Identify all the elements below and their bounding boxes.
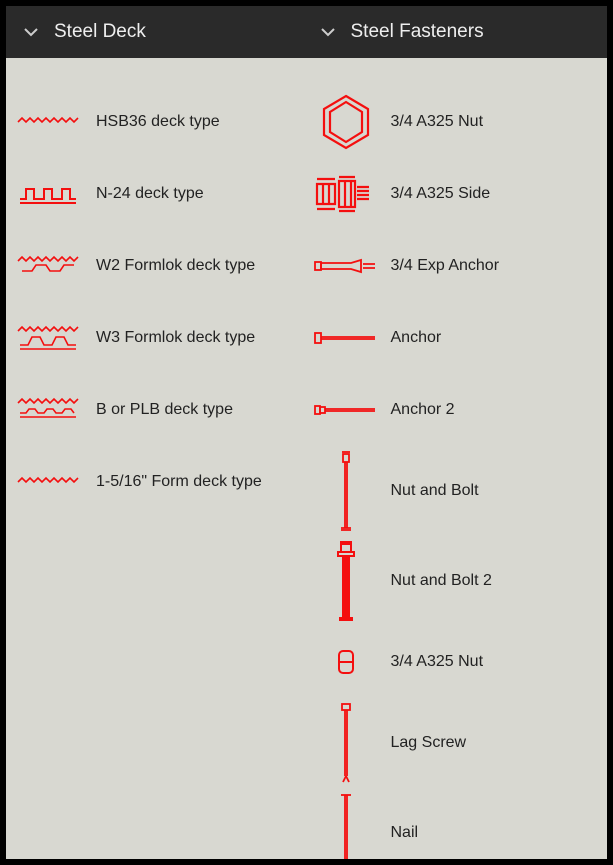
fastener-nut-side-icon xyxy=(307,169,385,219)
fastener-anchor-icon xyxy=(307,331,385,345)
fastener-item-label: Lag Screw xyxy=(385,734,467,752)
deck-item-label: HSB36 deck type xyxy=(90,113,220,131)
fastener-nut-bolt-icon xyxy=(307,450,385,532)
fastener-item-label: Anchor 2 xyxy=(385,401,455,419)
chevron-down-icon xyxy=(24,25,38,39)
deck-item-form[interactable]: 1-5/16" Form deck type xyxy=(12,446,307,518)
fastener-item-nut-side[interactable]: 3/4 A325 Side xyxy=(307,158,602,230)
fastener-exp-anchor-icon xyxy=(307,256,385,276)
fastener-item-nut-bolt[interactable]: Nut and Bolt xyxy=(307,446,602,536)
fastener-item-label: 3/4 A325 Side xyxy=(385,185,491,203)
fastener-item-nail[interactable]: Nail xyxy=(307,788,602,859)
header-title-deck: Steel Deck xyxy=(54,21,146,43)
deck-hsb36-icon xyxy=(12,107,90,137)
header-steel-fasteners[interactable]: Steel Fasteners xyxy=(311,21,608,43)
header-title-fasteners: Steel Fasteners xyxy=(351,21,484,43)
fastener-item-label: 3/4 A325 Nut xyxy=(385,653,484,671)
deck-item-n24[interactable]: N-24 deck type xyxy=(12,158,307,230)
fastener-item-nut-hex[interactable]: 3/4 A325 Nut xyxy=(307,86,602,158)
deck-item-label: 1-5/16" Form deck type xyxy=(90,473,262,491)
deck-item-label: W3 Formlok deck type xyxy=(90,329,255,347)
fastener-item-nut-bolt2[interactable]: Nut and Bolt 2 xyxy=(307,536,602,626)
fastener-item-lag-screw[interactable]: Lag Screw xyxy=(307,698,602,788)
header-steel-deck[interactable]: Steel Deck xyxy=(6,21,311,43)
fastener-item-nut-small[interactable]: 3/4 A325 Nut xyxy=(307,626,602,698)
fastener-item-label: Nut and Bolt 2 xyxy=(385,572,492,590)
deck-n24-icon xyxy=(12,179,90,209)
steel-deck-column: HSB36 deck type N-24 deck type xyxy=(12,86,307,851)
deck-bplb-icon xyxy=(12,395,90,425)
fastener-nail-icon xyxy=(307,792,385,859)
steel-fasteners-column: 3/4 A325 Nut 3/4 A32 xyxy=(307,86,602,851)
fastener-item-label: 3/4 A325 Nut xyxy=(385,113,484,131)
fastener-nut-small-icon xyxy=(307,647,385,677)
deck-form-icon xyxy=(12,467,90,497)
fastener-anchor2-icon xyxy=(307,403,385,417)
deck-item-label: W2 Formlok deck type xyxy=(90,257,255,275)
chevron-down-icon xyxy=(321,25,335,39)
deck-item-label: B or PLB deck type xyxy=(90,401,233,419)
deck-item-label: N-24 deck type xyxy=(90,185,204,203)
fastener-item-label: 3/4 Exp Anchor xyxy=(385,257,500,275)
deck-w3-icon xyxy=(12,323,90,353)
fastener-item-exp-anchor[interactable]: 3/4 Exp Anchor xyxy=(307,230,602,302)
deck-w2-icon xyxy=(12,251,90,281)
fastener-item-anchor2[interactable]: Anchor 2 xyxy=(307,374,602,446)
tool-palette-panel: Steel Deck Steel Fasteners HSB36 deck ty… xyxy=(6,6,607,859)
fastener-item-label: Anchor xyxy=(385,329,442,347)
fastener-nut-hex-icon xyxy=(307,92,385,152)
fastener-nut-bolt2-icon xyxy=(307,540,385,622)
deck-item-w3[interactable]: W3 Formlok deck type xyxy=(12,302,307,374)
fastener-lag-screw-icon xyxy=(307,702,385,784)
fastener-item-label: Nut and Bolt xyxy=(385,482,479,500)
fastener-item-anchor[interactable]: Anchor xyxy=(307,302,602,374)
deck-item-hsb36[interactable]: HSB36 deck type xyxy=(12,86,307,158)
deck-item-w2[interactable]: W2 Formlok deck type xyxy=(12,230,307,302)
palette-header: Steel Deck Steel Fasteners xyxy=(6,6,607,58)
palette-body: HSB36 deck type N-24 deck type xyxy=(6,58,607,859)
fastener-item-label: Nail xyxy=(385,824,419,842)
deck-item-bplb[interactable]: B or PLB deck type xyxy=(12,374,307,446)
